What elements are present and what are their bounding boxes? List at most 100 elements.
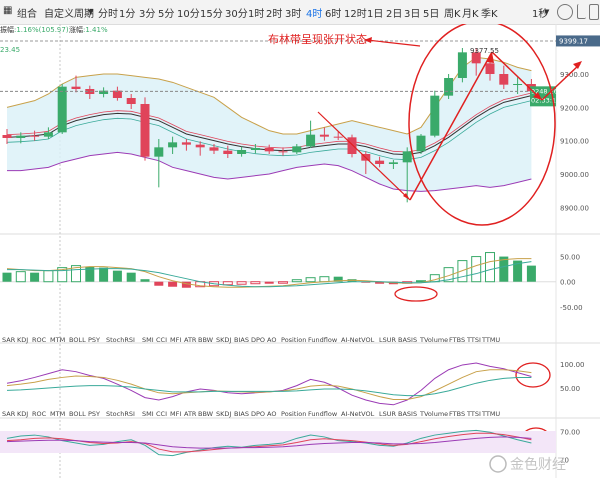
- indicator-tab-smi[interactable]: SMI: [142, 410, 154, 418]
- indicator-tab-atr[interactable]: ATR: [184, 336, 197, 344]
- indicator-tab-psy[interactable]: PSY: [88, 336, 100, 344]
- indicator-tab-bias[interactable]: BIAS: [234, 410, 249, 418]
- indicator-tab-stochrsi[interactable]: StochRSI: [106, 410, 135, 418]
- indicator-tab-ai-netvol[interactable]: AI-NetVOL: [341, 336, 375, 344]
- indicator-tab-ttmu[interactable]: TTMU: [481, 410, 500, 418]
- indicator-tab-mtm[interactable]: MTM: [50, 410, 65, 418]
- histogram-bar: [526, 265, 536, 282]
- period-tab-5[interactable]: 15分: [200, 9, 223, 20]
- indicator-tab-ai-netvol[interactable]: AI-NetVOL: [341, 410, 375, 418]
- histogram-bar: [236, 281, 247, 285]
- indicator-tab-dpo[interactable]: DPO: [251, 336, 265, 344]
- period-tab-16[interactable]: 5日: [423, 9, 440, 20]
- period-tab-14[interactable]: 2日: [386, 9, 403, 20]
- candle-body: [209, 147, 219, 151]
- indicator-tab-mfi[interactable]: MFI: [170, 336, 181, 344]
- period-tab-19[interactable]: 季K: [481, 9, 498, 20]
- fullscreen-icon[interactable]: [589, 4, 599, 20]
- period-tab-15[interactable]: 3日: [404, 9, 421, 20]
- indicator-tab-ftbs[interactable]: FTBS: [449, 336, 465, 344]
- indicator-tab-fundflow[interactable]: Fundflow: [308, 336, 338, 344]
- annotation-arrow-down: [491, 51, 543, 101]
- y-tick-label: 9100.00: [560, 138, 589, 146]
- indicator-tab-ao[interactable]: AO: [267, 410, 276, 418]
- change-value: :1.41%: [83, 26, 108, 34]
- candle-body: [250, 148, 260, 150]
- indicator-tab-tvolume[interactable]: TVolume: [419, 410, 448, 418]
- indicator-tab-position[interactable]: Position: [281, 336, 306, 344]
- indicator-tab-roc[interactable]: ROC: [32, 336, 47, 344]
- current-price-text: 9248.26: [531, 87, 558, 95]
- indicator-tab-mfi[interactable]: MFI: [170, 410, 181, 418]
- dropdown-chevron-icon[interactable]: ▼: [88, 8, 94, 16]
- edit-icon[interactable]: [577, 4, 586, 19]
- candle-body: [444, 78, 454, 96]
- indicator-tab-roc[interactable]: ROC: [32, 410, 47, 418]
- indicator-tab-basis[interactable]: BASIS: [398, 336, 417, 344]
- candle-body: [471, 52, 481, 64]
- period-tab-3[interactable]: 5分: [158, 9, 175, 20]
- refresh-rate-label[interactable]: 1秒: [532, 9, 549, 20]
- combo-icon[interactable]: ▦: [3, 5, 13, 16]
- histogram-bar: [30, 272, 40, 282]
- indicator-tab-mtm[interactable]: MTM: [50, 336, 65, 344]
- period-tab-17[interactable]: 周K: [444, 9, 461, 20]
- period-tab-9[interactable]: 3时: [285, 9, 302, 20]
- indicator-tab-lsur[interactable]: LSUR: [379, 336, 397, 344]
- indicator-tab-stochrsi[interactable]: StochRSI: [106, 336, 135, 344]
- period-tab-7[interactable]: 1时: [248, 9, 265, 20]
- period-tab-13[interactable]: 1日: [367, 9, 384, 20]
- period-tab-4[interactable]: 10分: [177, 9, 200, 20]
- indicator-tab-ttsi[interactable]: TTSI: [466, 336, 481, 344]
- indicator-tab-psy[interactable]: PSY: [88, 410, 100, 418]
- period-tab-11[interactable]: 6时: [325, 9, 342, 20]
- period-tab-1[interactable]: 1分: [119, 9, 136, 20]
- indicator-tab-tvolume[interactable]: TVolume: [419, 336, 448, 344]
- indicator-tab-boll[interactable]: BOLL: [69, 336, 86, 344]
- annotation-arrowhead: [364, 37, 372, 43]
- indicator-tab-basis[interactable]: BASIS: [398, 410, 417, 418]
- indicator-tab-skdj[interactable]: SKDJ: [216, 410, 231, 418]
- y-tick-label: 100.00: [560, 361, 585, 369]
- indicator-tab-cci[interactable]: CCI: [156, 410, 167, 418]
- indicator-tab-cci[interactable]: CCI: [156, 336, 167, 344]
- indicator-tab-position[interactable]: Position: [281, 410, 306, 418]
- period-tab-18[interactable]: 月K: [462, 9, 479, 20]
- indicator-tab-atr[interactable]: ATR: [184, 410, 197, 418]
- candle-body: [2, 135, 12, 138]
- refresh-dropdown-icon[interactable]: ▼: [544, 8, 550, 16]
- candle-body: [112, 90, 122, 98]
- y-tick-label: 50.00: [560, 385, 580, 393]
- indicator-tab-ao[interactable]: AO: [267, 336, 276, 344]
- indicator-tab-bbw[interactable]: BBW: [198, 336, 214, 344]
- combo-button[interactable]: 组合: [17, 9, 37, 20]
- indicator-tab-smi[interactable]: SMI: [142, 336, 154, 344]
- period-tab-0[interactable]: 分时: [98, 9, 118, 20]
- histogram-bar: [485, 252, 495, 283]
- signal-line: [6, 258, 532, 288]
- indicator-tab-bbw[interactable]: BBW: [198, 410, 214, 418]
- indicator-tab-boll[interactable]: BOLL: [69, 410, 86, 418]
- indicator-tab-ttmu[interactable]: TTMU: [481, 336, 500, 344]
- indicator-tab-dpo[interactable]: DPO: [251, 410, 265, 418]
- indicator-tab-sar[interactable]: SAR: [2, 410, 16, 418]
- indicator-tab-fundflow[interactable]: Fundflow: [308, 410, 338, 418]
- histogram-bar: [99, 267, 109, 282]
- indicator-tab-ftbs[interactable]: FTBS: [449, 410, 465, 418]
- camera-icon[interactable]: [557, 4, 573, 20]
- custom-period-button[interactable]: 自定义周期: [44, 9, 94, 20]
- indicator-tab-skdj[interactable]: SKDJ: [216, 336, 231, 344]
- indicator-tab-ttsi[interactable]: TTSI: [466, 410, 481, 418]
- histogram-bar: [15, 271, 26, 283]
- indicator-tab-kdj[interactable]: KDJ: [17, 336, 28, 344]
- period-tab-2[interactable]: 3分: [139, 9, 156, 20]
- indicator-tab-kdj[interactable]: KDJ: [17, 410, 28, 418]
- indicator-tab-lsur[interactable]: LSUR: [379, 410, 397, 418]
- period-tab-10[interactable]: 4时: [306, 9, 323, 20]
- period-tab-12[interactable]: 12时: [344, 9, 367, 20]
- indicator-tab-bias[interactable]: BIAS: [234, 336, 249, 344]
- oscillator-line: [6, 432, 532, 453]
- period-tab-8[interactable]: 2时: [266, 9, 283, 20]
- indicator-tab-sar[interactable]: SAR: [2, 336, 16, 344]
- period-tab-6[interactable]: 30分: [225, 9, 248, 20]
